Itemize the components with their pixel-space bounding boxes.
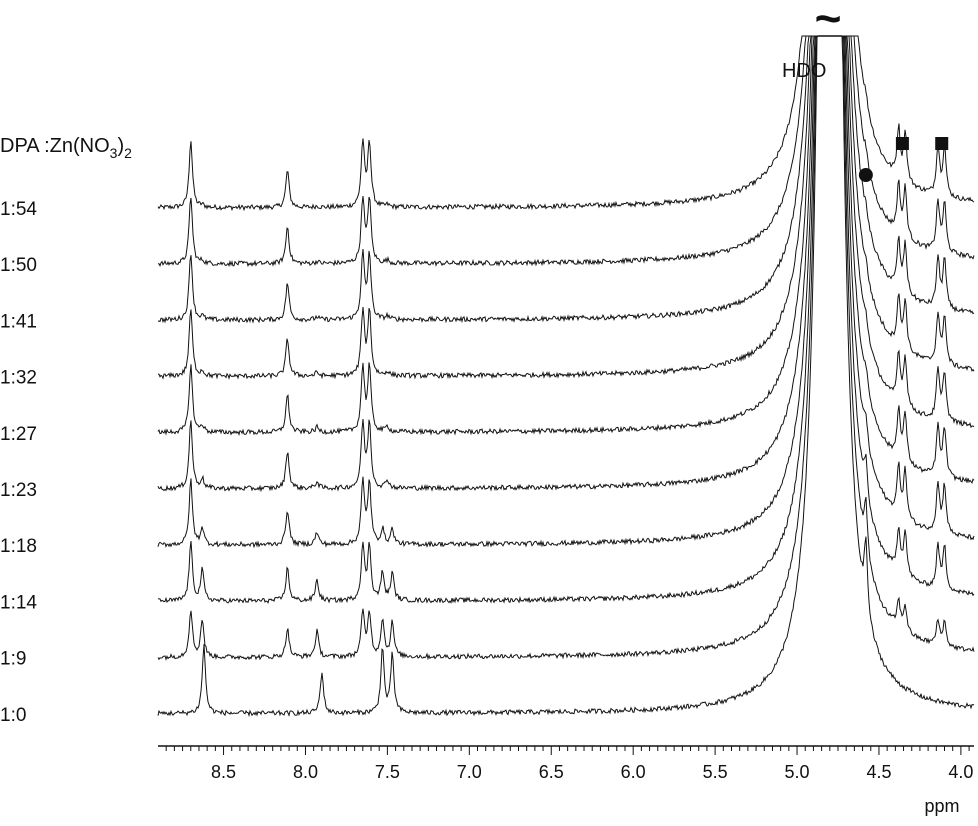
- spectrum-trace: [157, 35, 975, 212]
- ratio-header-sub: 3: [110, 145, 118, 161]
- ratio-label: 1:54: [0, 199, 37, 220]
- ratio-labels: 1:54 1:50 1:41 1:32 1:27 1:23 1:18 1:14 1:9 1:0: [0, 199, 37, 726]
- square-marker: [895, 137, 909, 150]
- x-tick-label: 7.0: [457, 762, 482, 782]
- ratio-label: 1:18: [0, 536, 37, 557]
- axis-break-symbol: ~: [815, 0, 842, 44]
- peak-markers: [858, 137, 949, 182]
- ratio-header-close: ): [117, 135, 124, 157]
- square-marker: [935, 137, 949, 150]
- x-tick-label: 6.5: [539, 762, 564, 782]
- x-tick-label: 4.5: [866, 762, 891, 782]
- circle-marker: [858, 168, 873, 182]
- ratio-header-sub2: 2: [124, 145, 132, 161]
- ratio-label: 1:23: [0, 480, 37, 501]
- x-axis-label: ppm: [924, 796, 959, 816]
- ratio-label: 1:0: [0, 705, 26, 726]
- ratio-label: 1:32: [0, 368, 37, 389]
- ratio-header: DPA :Zn(NO3)2: [0, 135, 132, 161]
- x-tick-label: 8.5: [211, 762, 236, 782]
- ratio-label: 1:41: [0, 311, 37, 332]
- ratio-label: 1:14: [0, 592, 37, 613]
- x-tick-label: 6.0: [621, 762, 646, 782]
- x-tick-label: 7.5: [375, 762, 400, 782]
- x-axis: 8.5 8.0 7.5 7.0 6.5 6.0 5.5 5.0 4.5 4.0: [158, 745, 974, 782]
- ratio-label: 1:9: [0, 649, 26, 670]
- ratio-header-main: DPA :Zn(NO: [0, 135, 110, 157]
- spectra-layer: [157, 35, 975, 718]
- hdo-label: HDO: [782, 60, 826, 82]
- x-tick-label: 5.0: [785, 762, 810, 782]
- spectrum-trace: [157, 35, 975, 661]
- x-tick-label: 4.0: [948, 762, 973, 782]
- x-tick-label: 8.0: [293, 762, 318, 782]
- spectrum-trace: [157, 35, 975, 549]
- x-tick-label: 5.5: [703, 762, 728, 782]
- ratio-label: 1:50: [0, 255, 37, 276]
- spectrum-trace: [157, 35, 975, 324]
- ratio-label: 1:27: [0, 424, 37, 445]
